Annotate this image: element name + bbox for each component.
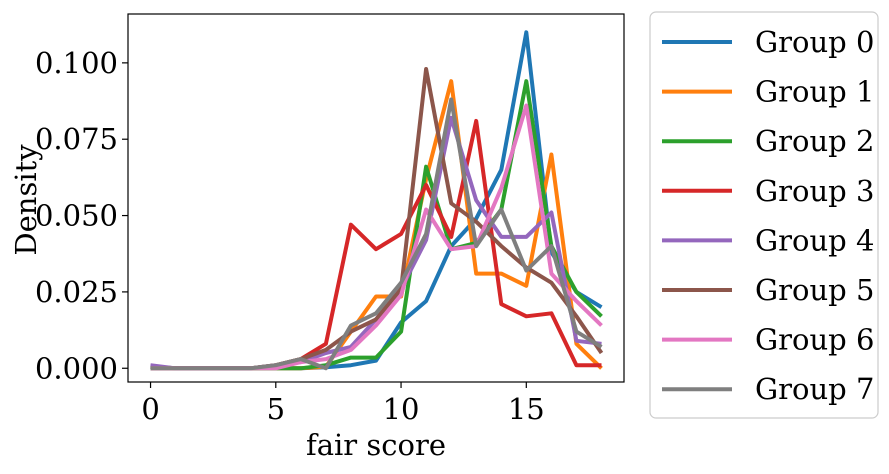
y-tick-label: 0.100: [35, 46, 118, 80]
y-tick-label: 0.075: [35, 122, 118, 156]
legend-frame: [649, 11, 879, 419]
plot-area: [127, 13, 625, 383]
x-tick-label: 0: [141, 392, 159, 426]
legend-label: Group 7: [755, 372, 874, 406]
legend-label: Group 5: [755, 273, 874, 307]
legend-label: Group 3: [755, 174, 874, 208]
legend-label: Group 0: [755, 25, 874, 59]
y-axis: 0.000 0.025 0.050 0.075 0.100: [35, 46, 128, 385]
x-axis-label: fair score: [306, 428, 446, 462]
legend-label: Group 4: [755, 223, 874, 257]
legend-label: Group 1: [755, 75, 874, 109]
y-tick-label: 0.025: [35, 275, 118, 309]
y-tick-label: 0.050: [35, 199, 118, 233]
x-axis: 0 5 10 15: [141, 382, 545, 426]
x-tick-label: 15: [508, 392, 545, 426]
plot-frame: [127, 13, 625, 383]
legend: Group 0 Group 1 Group 2 Group 3 Group 4 Group…: [649, 11, 879, 419]
series-line-group-7: [150, 97, 603, 371]
x-tick-label: 5: [267, 392, 285, 426]
y-axis-label: Density: [9, 144, 43, 256]
legend-label: Group 6: [755, 323, 874, 357]
x-tick-label: 10: [383, 392, 420, 426]
legend-label: Group 2: [755, 124, 874, 158]
y-tick-label: 0.000: [35, 351, 118, 385]
